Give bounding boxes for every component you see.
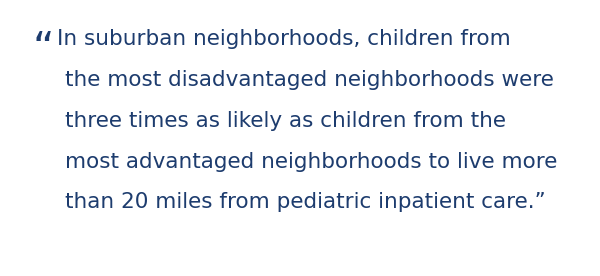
Text: “: “ — [33, 29, 55, 71]
Text: the most disadvantaged neighborhoods were: the most disadvantaged neighborhoods wer… — [65, 70, 554, 90]
Text: most advantaged neighborhoods to live more: most advantaged neighborhoods to live mo… — [65, 152, 557, 171]
Text: than 20 miles from pediatric inpatient care.”: than 20 miles from pediatric inpatient c… — [65, 192, 545, 212]
Text: three times as likely as children from the: three times as likely as children from t… — [65, 111, 506, 131]
Text: In suburban neighborhoods, children from: In suburban neighborhoods, children from — [57, 29, 511, 49]
